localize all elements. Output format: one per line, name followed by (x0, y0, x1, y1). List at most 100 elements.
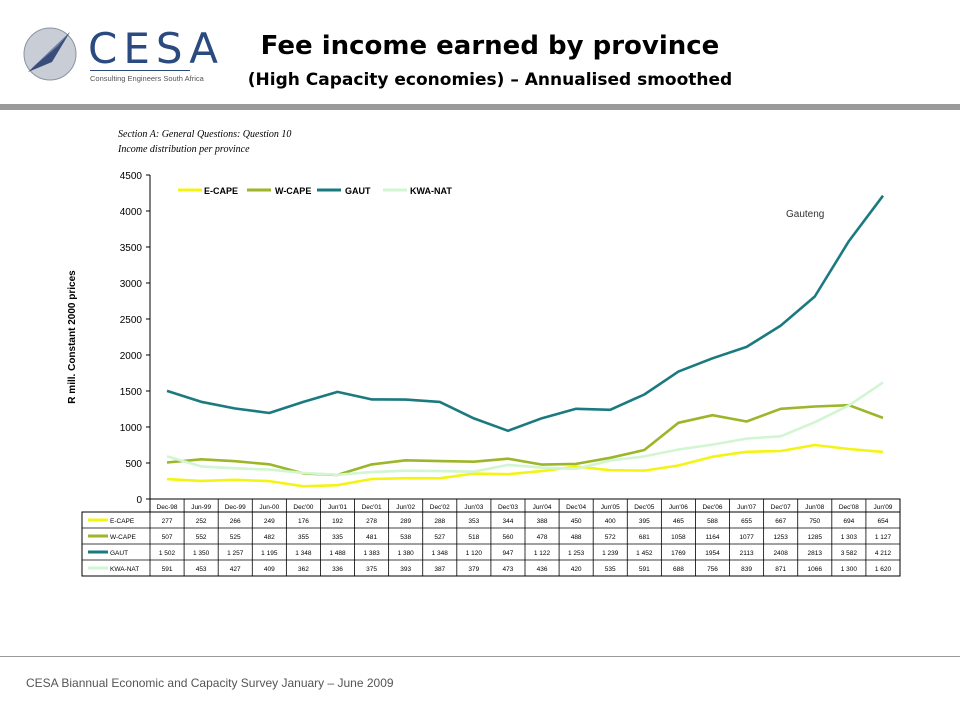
x-tick-label: Dec'05 (634, 504, 654, 511)
data-label: 1164 (706, 534, 720, 541)
header-divider (0, 104, 960, 110)
data-label: 409 (264, 566, 275, 573)
data-label: 507 (162, 534, 173, 541)
table-row-label: GAUT (110, 550, 128, 557)
x-tick-label: Jun-00 (259, 504, 279, 511)
y-tick-label: 3000 (120, 279, 143, 290)
x-tick-label: Dec'01 (362, 504, 382, 511)
series-line-w-cape (166, 403, 884, 477)
data-label: 694 (843, 518, 854, 525)
data-label: 1 122 (534, 550, 551, 557)
data-label: 379 (468, 566, 479, 573)
data-label: 395 (639, 518, 650, 525)
footer-text: CESA Biannual Economic and Capacity Surv… (26, 676, 394, 690)
x-tick-label: Jun'07 (737, 504, 756, 511)
x-tick-label: Dec'08 (839, 504, 859, 511)
data-label: 1 348 (295, 550, 312, 557)
data-label: 1 502 (159, 550, 176, 557)
data-label: 756 (707, 566, 718, 573)
y-tick-label: 2500 (120, 315, 143, 326)
data-label: 681 (639, 534, 650, 541)
logo-tagline: Consulting Engineers South Africa (90, 74, 204, 83)
series-line-gaut (166, 194, 885, 433)
data-label: 750 (809, 518, 820, 525)
data-label: 481 (366, 534, 377, 541)
data-label: 176 (298, 518, 309, 525)
data-label: 335 (332, 534, 343, 541)
y-tick-label: 4000 (120, 207, 143, 218)
x-tick-label: Dec'02 (430, 504, 450, 511)
y-tick-label: 1500 (120, 387, 143, 398)
table-row-label: W-CAPE (110, 534, 137, 541)
x-tick-label: Jun'02 (396, 504, 415, 511)
data-label: 252 (196, 518, 207, 525)
data-label: 1 488 (329, 550, 346, 557)
data-label: 655 (741, 518, 752, 525)
data-label: 588 (707, 518, 718, 525)
data-label: 362 (298, 566, 309, 573)
data-label: 450 (571, 518, 582, 525)
data-label: 518 (468, 534, 479, 541)
data-label: 1 452 (636, 550, 653, 557)
x-tick-label: Jun'06 (669, 504, 688, 511)
data-label: 420 (571, 566, 582, 573)
data-label: 473 (503, 566, 514, 573)
data-label: 375 (366, 566, 377, 573)
data-label: 488 (571, 534, 582, 541)
data-label: 1 348 (432, 550, 449, 557)
data-label: 1 620 (875, 566, 892, 573)
data-label: 1 257 (227, 550, 244, 557)
y-tick-label: 0 (136, 495, 142, 506)
data-label: 278 (366, 518, 377, 525)
globe-icon (23, 27, 77, 81)
y-tick-label: 4500 (120, 171, 143, 182)
gauteng-annotation: Gauteng (786, 209, 824, 220)
data-label: 336 (332, 566, 343, 573)
data-label: 288 (434, 518, 445, 525)
x-tick-label: Jun'09 (873, 504, 892, 511)
data-label: 947 (503, 550, 514, 557)
data-label: 2113 (740, 550, 754, 557)
data-label: 525 (230, 534, 241, 541)
data-label: 478 (537, 534, 548, 541)
x-tick-label: Dec'04 (566, 504, 586, 511)
data-label: 2408 (773, 550, 788, 557)
x-tick-label: Jun'08 (805, 504, 824, 511)
table-row-label: E-CAPE (110, 518, 135, 525)
data-label: 1285 (808, 534, 823, 541)
data-label: 1 239 (602, 550, 619, 557)
x-tick-label: Jun-99 (191, 504, 211, 511)
x-tick-label: Dec'07 (771, 504, 791, 511)
data-label: 393 (400, 566, 411, 573)
x-tick-label: Jun'05 (601, 504, 620, 511)
data-label: 1 127 (875, 534, 892, 541)
data-label: 1 380 (398, 550, 415, 557)
x-tick-label: Jun'01 (328, 504, 347, 511)
data-label: 4 212 (875, 550, 892, 557)
series-line-kwa-nat (166, 381, 884, 477)
y-tick-label: 3500 (120, 243, 143, 254)
y-tick-label: 2000 (120, 351, 143, 362)
data-label: 839 (741, 566, 752, 573)
data-label: 192 (332, 518, 343, 525)
y-axis-label: R mill. Constant 2000 prices (67, 270, 78, 404)
data-label: 266 (230, 518, 241, 525)
data-label: 453 (196, 566, 207, 573)
data-label: 355 (298, 534, 309, 541)
data-label: 482 (264, 534, 275, 541)
data-label: 560 (503, 534, 514, 541)
footer-divider (0, 656, 960, 657)
data-label: 1 120 (466, 550, 483, 557)
section-caption: Section A: General Questions: Question 1… (118, 127, 291, 157)
x-tick-label: Dec'06 (702, 504, 722, 511)
legend-label: KWA-NAT (410, 186, 452, 196)
x-tick-label: Jun'03 (464, 504, 483, 511)
cesa-logo: CESA Consulting Engineers South Africa (22, 24, 218, 86)
data-label: 1066 (808, 566, 823, 573)
data-label: 667 (775, 518, 786, 525)
data-label: 1769 (671, 550, 686, 557)
data-label: 535 (605, 566, 616, 573)
data-label: 1 303 (841, 534, 858, 541)
x-tick-label: Dec'00 (293, 504, 313, 511)
data-label: 688 (673, 566, 684, 573)
